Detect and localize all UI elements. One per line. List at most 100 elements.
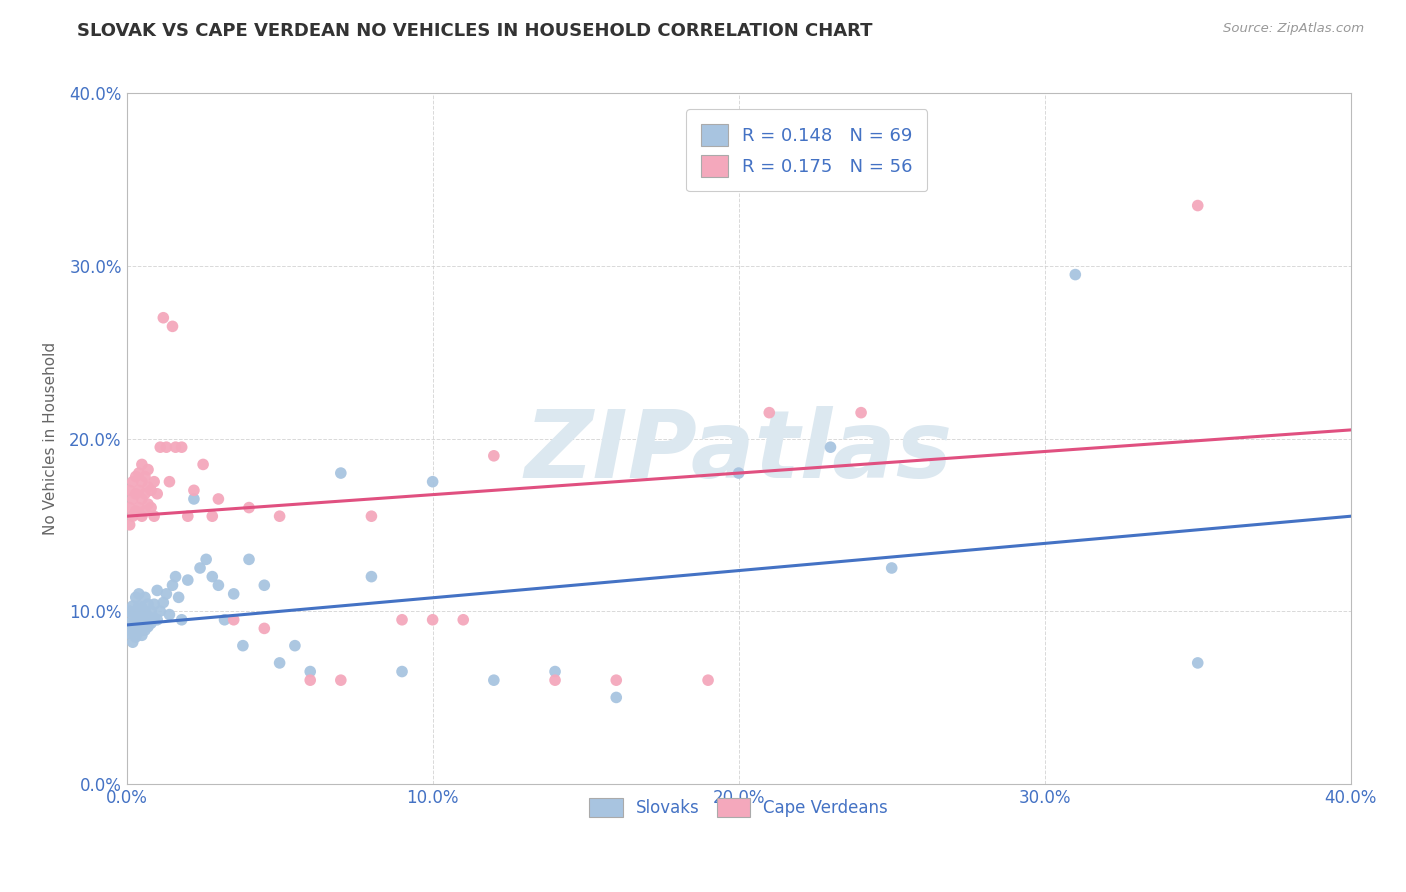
Point [605, 690, 627, 705]
Text: SLOVAK VS CAPE VERDEAN NO VEHICLES IN HOUSEHOLD CORRELATION CHART: SLOVAK VS CAPE VERDEAN NO VEHICLES IN HO… [77, 22, 873, 40]
Point [139, 604, 162, 618]
Point [136, 609, 159, 624]
Point [284, 639, 307, 653]
Point [188, 561, 211, 575]
Point [131, 600, 153, 615]
Point [391, 665, 413, 679]
Point [121, 607, 143, 622]
Point [391, 613, 413, 627]
Point [121, 618, 143, 632]
Point [134, 615, 156, 629]
Point [143, 475, 166, 489]
Point [134, 623, 156, 637]
Point [125, 487, 148, 501]
Point [329, 466, 352, 480]
Point [544, 673, 567, 688]
Point [128, 599, 150, 613]
Point [128, 624, 150, 639]
Point [125, 621, 148, 635]
Point [360, 509, 382, 524]
Point [118, 483, 141, 498]
Point [849, 406, 872, 420]
Point [727, 466, 749, 480]
Point [121, 624, 143, 639]
Point [165, 569, 187, 583]
Point [269, 656, 291, 670]
Point [605, 673, 627, 688]
Point [253, 578, 276, 592]
Point [201, 509, 224, 524]
Point [136, 480, 159, 494]
Point [162, 319, 184, 334]
Point [143, 611, 166, 625]
Point [167, 591, 190, 605]
Point [118, 500, 141, 515]
Point [159, 475, 181, 489]
Point [170, 613, 193, 627]
Point [146, 583, 169, 598]
Point [207, 578, 229, 592]
Point [121, 599, 143, 613]
Point [149, 604, 172, 618]
Point [165, 440, 187, 454]
Point [121, 635, 143, 649]
Point [121, 509, 143, 524]
Point [222, 587, 245, 601]
Point [170, 440, 193, 454]
Point [820, 440, 842, 454]
Point [128, 500, 150, 515]
Point [299, 673, 322, 688]
Point [152, 595, 174, 609]
Point [128, 587, 150, 601]
Point [1187, 198, 1209, 212]
Point [183, 483, 205, 498]
Point [125, 604, 148, 618]
Point [134, 487, 156, 501]
Legend: Slovaks, Cape Verdeans: Slovaks, Cape Verdeans [582, 791, 894, 823]
Point [544, 665, 567, 679]
Point [451, 613, 474, 627]
Point [121, 475, 143, 489]
Point [125, 613, 148, 627]
Point [118, 626, 141, 640]
Text: Source: ZipAtlas.com: Source: ZipAtlas.com [1223, 22, 1364, 36]
Point [131, 628, 153, 642]
Y-axis label: No Vehicles in Household: No Vehicles in Household [44, 342, 58, 535]
Point [134, 604, 156, 618]
Point [143, 509, 166, 524]
Text: ZIPatlas: ZIPatlas [524, 407, 953, 499]
Point [253, 621, 276, 635]
Point [149, 440, 172, 454]
Point [191, 458, 214, 472]
Point [697, 673, 720, 688]
Point [222, 613, 245, 627]
Point [183, 491, 205, 506]
Point [269, 509, 291, 524]
Point [131, 509, 153, 524]
Point [360, 569, 382, 583]
Point [482, 449, 505, 463]
Point [146, 613, 169, 627]
Point [131, 611, 153, 625]
Point [118, 616, 141, 631]
Point [131, 475, 153, 489]
Point [125, 591, 148, 605]
Point [134, 591, 156, 605]
Point [422, 613, 444, 627]
Point [118, 604, 141, 618]
Point [125, 630, 148, 644]
Point [136, 620, 159, 634]
Point [880, 561, 903, 575]
Point [758, 406, 780, 420]
Point [146, 487, 169, 501]
Point [195, 552, 218, 566]
Point [121, 491, 143, 506]
Point [136, 497, 159, 511]
Point [1187, 656, 1209, 670]
Point [238, 552, 260, 566]
Point [422, 475, 444, 489]
Point [238, 500, 260, 515]
Point [152, 310, 174, 325]
Point [177, 509, 200, 524]
Point [143, 597, 166, 611]
